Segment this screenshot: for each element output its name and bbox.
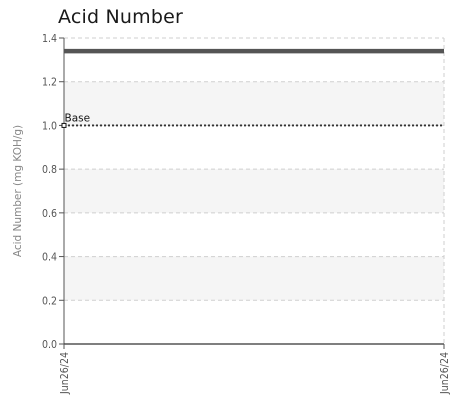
grid-band <box>64 81 444 126</box>
x-tick-label: Jun26/24 <box>59 352 71 395</box>
y-tick-label: 1.0 <box>42 120 57 132</box>
x-tick-label: Jun26/24 <box>439 352 451 395</box>
y-tick-label: 0.8 <box>42 164 57 176</box>
y-tick-label: 0.6 <box>42 208 57 220</box>
y-tick-label: 0.2 <box>42 295 57 307</box>
y-tick-label: 1.2 <box>42 77 57 89</box>
reference-marker <box>61 122 67 128</box>
reference-label: Base <box>65 112 91 124</box>
chart-title: Acid Number <box>58 6 184 28</box>
grid-band <box>64 169 444 213</box>
y-tick-label: 0.0 <box>42 339 57 351</box>
grid-band <box>64 256 444 301</box>
y-axis-title: Acid Number (mg KOH/g) <box>12 125 24 257</box>
y-tick-label: 1.4 <box>42 33 57 45</box>
y-tick-label: 0.4 <box>42 252 57 264</box>
